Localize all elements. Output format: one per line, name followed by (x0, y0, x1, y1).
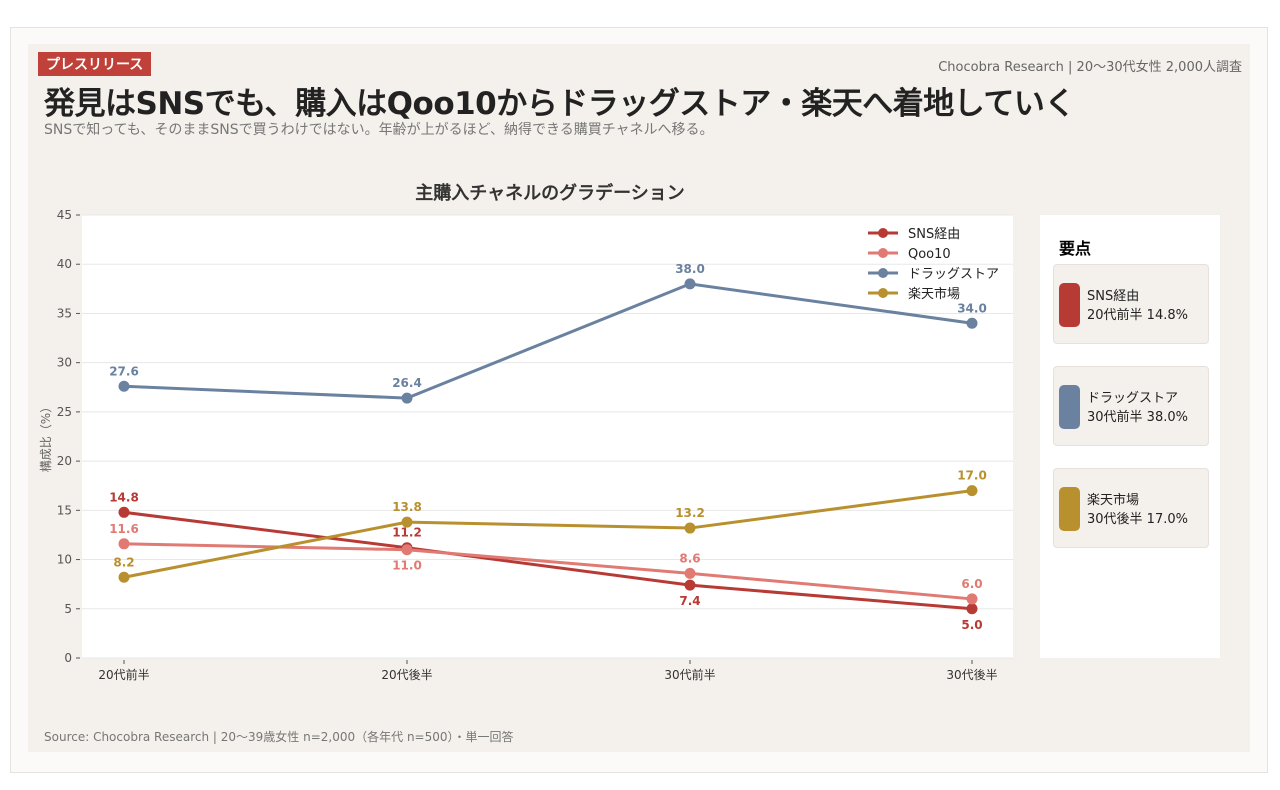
data-label: 6.0 (961, 577, 982, 591)
source-note: Source: Chocobra Research | 20〜39歳女性 n=2… (44, 730, 514, 744)
y-tick-label: 20 (57, 454, 72, 468)
legend-marker (878, 228, 888, 238)
key-point-line: 30代後半 17.0% (1087, 512, 1188, 527)
data-label: 14.8 (109, 490, 139, 504)
data-label: 13.8 (392, 500, 422, 514)
key-point-line: SNS経由 (1087, 289, 1140, 304)
key-point-line: 20代前半 14.8% (1087, 308, 1188, 323)
data-point (684, 278, 696, 290)
y-tick-label: 0 (64, 651, 72, 665)
x-tick-label: 20代後半 (381, 668, 432, 682)
y-tick-label: 10 (57, 553, 72, 567)
data-point (684, 522, 696, 534)
series-line-Qoo10 (123, 542, 973, 601)
data-point (401, 516, 413, 528)
data-point (966, 593, 978, 605)
data-label: 5.0 (961, 618, 982, 632)
brand-text: Chocobra Research | 20〜30代女性 2,000人調査 (938, 60, 1242, 75)
data-point (966, 317, 978, 329)
key-point-line: 30代前半 38.0% (1087, 410, 1188, 425)
data-label: 13.2 (675, 506, 705, 520)
key-point-card: ドラッグストア 30代前半 38.0% (1053, 366, 1209, 446)
line-chart: 0 5 10 15 20 25 30 35 40 45 20代前半 20代後半 30代前半 30代後半 構成… (39, 208, 1013, 682)
y-tick-label: 25 (57, 405, 72, 419)
data-point (966, 603, 978, 615)
data-label: 8.6 (679, 551, 700, 565)
data-point (118, 506, 130, 518)
press-release-badge: プレスリリース (38, 52, 152, 76)
data-point (118, 538, 130, 550)
legend-label: Qoo10 (908, 247, 951, 262)
key-points-panel: 要点 SNS経由 20代前半 14.8% ドラッグストア 30代前半 38.0% 楽天市… (1040, 215, 1220, 658)
legend-marker (878, 248, 888, 258)
legend-marker (878, 288, 888, 298)
page-subtitle: SNSで知っても、そのままSNSで買うわけではない。年齢が上がるほど、納得できる… (44, 122, 714, 138)
data-label: 11.0 (392, 559, 422, 573)
data-label: 38.0 (675, 262, 705, 276)
key-point-card: SNS経由 20代前半 14.8% (1053, 264, 1209, 344)
legend-marker (878, 268, 888, 278)
color-bar (1059, 385, 1080, 429)
series-line-ドラッグストア (123, 282, 973, 400)
x-tick-label: 20代前半 (98, 667, 149, 682)
y-tick-label: 35 (57, 306, 72, 320)
key-point-text: SNS経由 20代前半 14.8% (1087, 287, 1188, 325)
key-point-line: 楽天市場 (1087, 493, 1140, 508)
legend-label: ドラッグストア (908, 267, 999, 282)
page-title: 発見はSNSでも、購入はQoo10からドラッグストア・楽天へ着地していく (44, 86, 1075, 122)
legend-label: SNS経由 (908, 227, 960, 242)
data-label: 27.6 (109, 364, 139, 378)
key-point-text: ドラッグストア 30代前半 38.0% (1087, 389, 1188, 427)
key-point-text: 楽天市場 30代後半 17.0% (1087, 491, 1188, 529)
data-label: 8.2 (113, 555, 134, 569)
data-label: 7.4 (679, 594, 700, 608)
y-axis-label: 構成比（%） (39, 401, 53, 472)
series-line-SNS経由 (123, 510, 973, 611)
data-label: 11.2 (392, 526, 422, 540)
y-tick-label: 45 (57, 208, 72, 222)
data-point (401, 544, 413, 556)
y-tick-label: 15 (57, 503, 72, 517)
data-point (684, 567, 696, 579)
data-point (684, 579, 696, 591)
data-point (118, 571, 130, 583)
y-tick-label: 30 (57, 356, 72, 370)
plot-area (82, 215, 1013, 658)
data-label: 26.4 (392, 376, 422, 390)
series-line-楽天市場 (123, 489, 973, 579)
chart-title: 主購入チャネルのグラデーション (415, 183, 685, 204)
key-point-line: ドラッグストア (1087, 391, 1179, 406)
color-bar (1059, 487, 1080, 531)
color-bar (1059, 283, 1080, 327)
data-point (401, 392, 413, 404)
key-points-title: 要点 (1059, 239, 1092, 258)
y-tick-label: 40 (57, 257, 72, 271)
data-point (118, 380, 130, 392)
data-label: 34.0 (957, 301, 987, 315)
data-label: 11.6 (109, 522, 139, 536)
data-point (966, 485, 978, 497)
x-tick-label: 30代前半 (664, 667, 715, 682)
x-tick-label: 30代後半 (946, 668, 997, 682)
key-point-card: 楽天市場 30代後半 17.0% (1053, 468, 1209, 548)
legend-label: 楽天市場 (908, 286, 960, 302)
data-label: 17.0 (957, 469, 987, 483)
y-tick-label: 5 (64, 602, 72, 616)
